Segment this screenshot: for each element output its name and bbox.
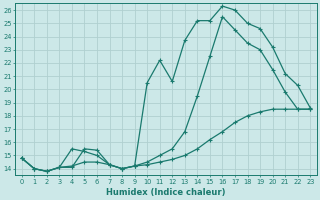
X-axis label: Humidex (Indice chaleur): Humidex (Indice chaleur) (106, 188, 226, 197)
